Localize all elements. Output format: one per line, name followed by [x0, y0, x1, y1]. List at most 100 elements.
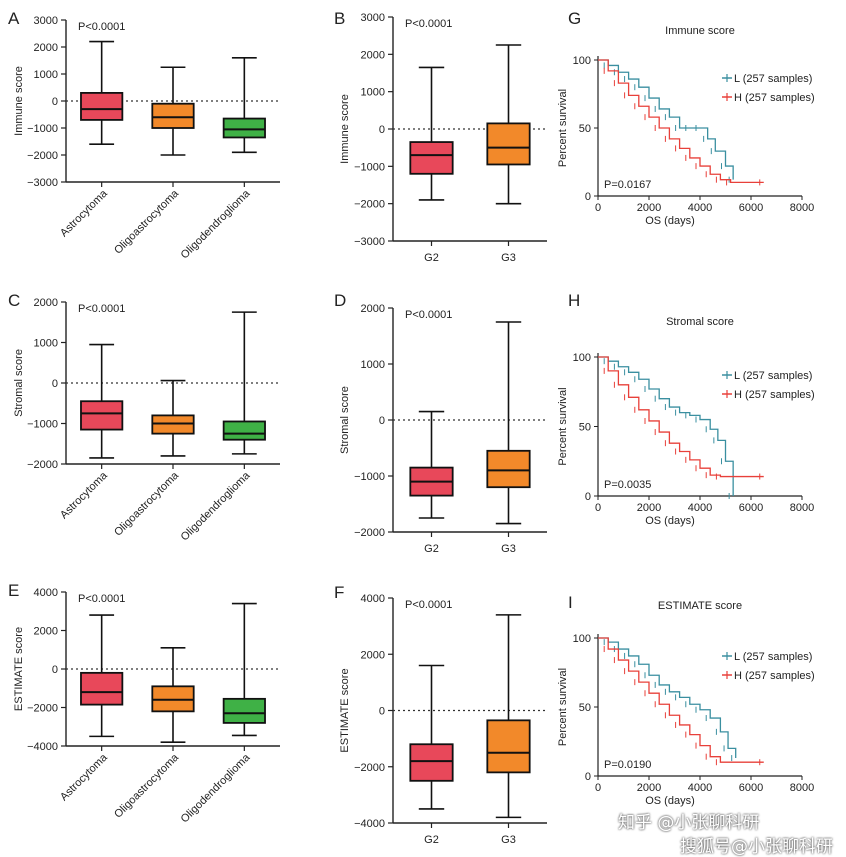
x-tick-label: G3: [501, 543, 516, 555]
box-body: [486, 122, 531, 166]
x-tick-label: 8000: [790, 502, 814, 514]
box-g2: [409, 66, 454, 201]
panel-e: E −4000 −2000 0 2000 4000 ESTIMATE score P<0.00…: [8, 581, 280, 825]
x-tick-label: 0: [595, 782, 601, 794]
x-tick-label: 6000: [739, 782, 763, 794]
panel-letter: B: [334, 9, 345, 28]
x-tick-label: G2: [424, 834, 439, 846]
x-tick-label: 6000: [739, 202, 763, 214]
y-axis-label: Percent survival: [557, 668, 569, 746]
panel-letter: F: [334, 583, 344, 602]
y-axis-label: Immune score: [339, 94, 351, 164]
panel-letter: I: [568, 593, 573, 612]
y-tick-label: 2000: [361, 303, 385, 315]
y-tick-label: 50: [579, 123, 591, 135]
y-axis-label: Percent survival: [557, 89, 569, 167]
y-tick-label: 0: [379, 415, 385, 427]
box-oligodendroglioma: [222, 602, 266, 737]
p-value-label: P=0.0167: [604, 179, 651, 191]
box-body: [486, 719, 531, 774]
legend-label: H (257 samples): [734, 92, 815, 104]
x-axis-label: OS (days): [645, 515, 695, 527]
km-series-low: L (257 samples): [598, 637, 812, 762]
y-tick-label: 50: [579, 702, 591, 714]
y-tick-label: −2000: [354, 199, 385, 211]
y-tick-label: 2000: [34, 42, 58, 54]
x-tick-label: Astrocytoma: [58, 187, 110, 239]
y-tick-label: −2000: [27, 459, 58, 471]
y-tick-label: −4000: [27, 741, 58, 753]
x-tick-label: 2000: [637, 502, 661, 514]
legend-label: H (257 samples): [734, 670, 815, 682]
p-value-label: P=0.0035: [604, 479, 651, 491]
y-tick-label: −2000: [354, 762, 385, 774]
panel-b: B −3000 −2000 −1000 0 1000 2000 3000 Immune scor…: [334, 9, 547, 264]
y-tick-label: 2000: [34, 297, 58, 309]
y-tick-label: −1000: [27, 419, 58, 431]
y-tick-label: −2000: [354, 527, 385, 539]
box-g2: [409, 410, 454, 519]
legend-label: H (257 samples): [734, 389, 815, 401]
y-tick-label: 0: [52, 664, 58, 676]
y-tick-label: 0: [585, 491, 591, 503]
y-tick-label: −1000: [27, 123, 58, 135]
box-body: [222, 117, 266, 139]
chart-title: Stromal score: [666, 316, 734, 328]
box-astrocytoma: [80, 40, 124, 145]
y-tick-label: −3000: [27, 177, 58, 189]
x-tick-label: G2: [424, 543, 439, 555]
box-oligodendroglioma: [222, 311, 266, 455]
panel-f: F −4000 −2000 0 2000 4000 ESTIMATE score P<0.00…: [334, 583, 547, 846]
y-axis-label: ESTIMATE score: [13, 627, 25, 711]
km-curve: [598, 637, 764, 763]
x-tick-label: 0: [595, 202, 601, 214]
panel-c: C −2000 −1000 0 1000 2000 Stromal score P<0.000…: [8, 291, 280, 543]
y-tick-label: 2000: [361, 49, 385, 61]
panel-h: H Stromal score 0 50 100 0 2000 4000 6000 8000 OS …: [557, 291, 815, 527]
panel-letter: D: [334, 291, 346, 310]
y-axis-label: Stromal score: [13, 349, 25, 417]
y-axis-label: Percent survival: [557, 387, 569, 465]
y-tick-label: 2000: [34, 626, 58, 638]
box-g3: [486, 321, 531, 525]
box-body: [486, 449, 531, 489]
box-g2: [409, 664, 454, 810]
legend-label: L (257 samples): [734, 73, 812, 85]
y-tick-label: 100: [573, 633, 591, 645]
watermark-sohu: 搜狐号@小张聊科研: [680, 837, 833, 857]
x-tick-label: 2000: [637, 202, 661, 214]
box-astrocytoma: [80, 343, 124, 459]
x-tick-label: 2000: [637, 782, 661, 794]
km-curve: [598, 59, 764, 184]
x-tick-label: Oligoastrocytoma: [112, 751, 182, 821]
y-tick-label: 1000: [361, 359, 385, 371]
y-tick-label: −1000: [354, 161, 385, 173]
y-tick-label: 4000: [34, 587, 58, 599]
box-oligodendroglioma: [222, 56, 266, 154]
p-value-label: P<0.0001: [405, 18, 452, 30]
x-tick-label: Astrocytoma: [58, 469, 110, 521]
y-tick-label: −3000: [354, 236, 385, 248]
box-oligoastrocytoma: [151, 647, 195, 743]
watermark-zhihu: 知乎 @小张聊科研: [618, 813, 760, 833]
panel-letter: H: [568, 291, 580, 310]
x-tick-label: 4000: [688, 202, 712, 214]
y-axis-label: Stromal score: [339, 386, 351, 454]
p-value-label: P<0.0001: [405, 599, 452, 611]
x-axis-label: OS (days): [645, 215, 695, 227]
panel-letter: G: [568, 9, 581, 28]
chart-title: ESTIMATE score: [658, 600, 742, 612]
x-tick-label: Astrocytoma: [58, 751, 110, 803]
x-tick-label: 4000: [688, 502, 712, 514]
chart-title: Immune score: [665, 25, 735, 37]
box-g3: [486, 44, 531, 205]
km-curve: [598, 59, 734, 180]
y-tick-label: 4000: [361, 593, 385, 605]
panel-d: D −2000 −1000 0 1000 2000 Stromal score P<0.000…: [334, 291, 547, 555]
p-value-label: P<0.0001: [78, 593, 125, 605]
km-series-high: H (257 samples): [598, 59, 815, 186]
y-tick-label: 1000: [34, 338, 58, 350]
km-curve: [598, 356, 734, 496]
x-tick-label: 8000: [790, 202, 814, 214]
